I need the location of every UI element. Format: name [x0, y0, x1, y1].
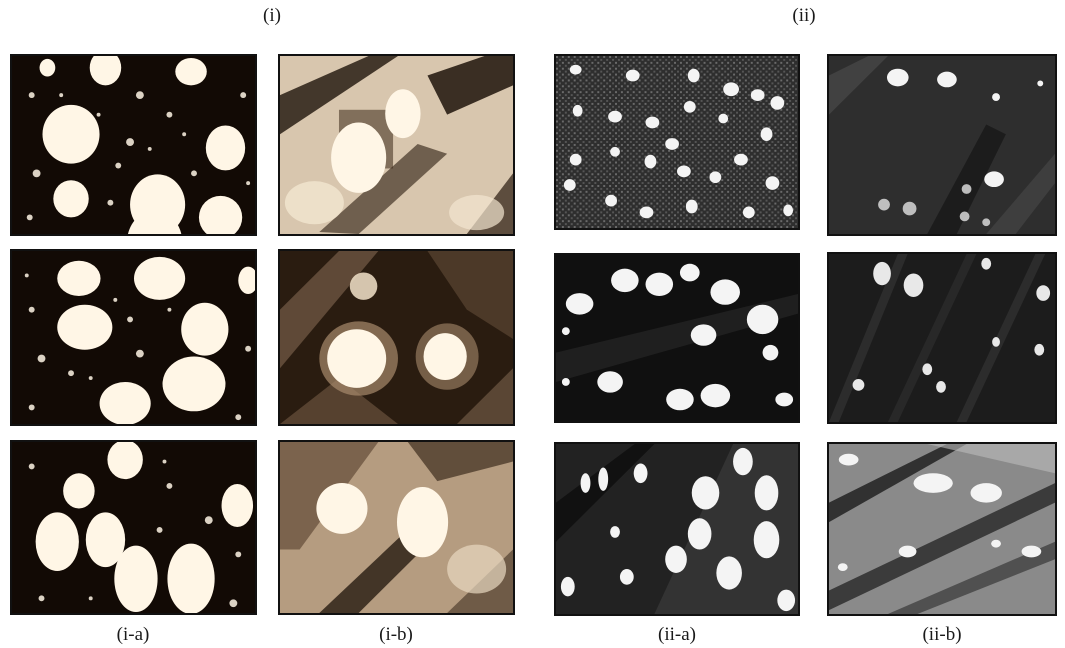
micrograph-ii-a-row2 [554, 253, 800, 423]
micrograph-ii-b-row2 [827, 252, 1057, 424]
group-label-ii: (ii) [792, 5, 816, 26]
group-label-i: (i) [263, 5, 281, 26]
column-label-i-b: (i-b) [379, 624, 413, 645]
micrograph-ii-b-row3 [827, 442, 1057, 616]
micrograph-ii-a-row1 [554, 54, 800, 230]
micrograph-ii-b-row1 [827, 54, 1057, 236]
column-label-ii-a: (ii-a) [658, 624, 696, 645]
micrograph-i-a-row3 [10, 440, 257, 615]
micrograph-i-b-row3 [278, 440, 515, 615]
micrograph-i-a-row2 [10, 249, 257, 426]
micrograph-ii-a-row3 [554, 442, 800, 616]
column-label-ii-b: (ii-b) [922, 624, 962, 645]
micrograph-i-b-row1 [278, 54, 515, 236]
micrograph-i-b-row2 [278, 249, 515, 426]
micrograph-i-a-row1 [10, 54, 257, 236]
column-label-i-a: (i-a) [116, 624, 150, 645]
